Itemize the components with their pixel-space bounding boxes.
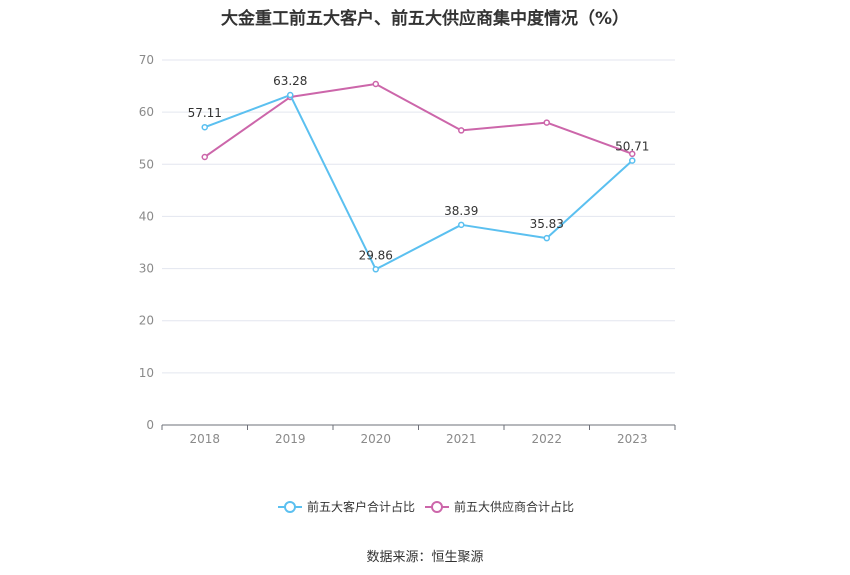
data-point <box>543 234 550 242</box>
y-tick-label: 20 <box>139 314 154 328</box>
data-point <box>543 119 550 126</box>
y-tick-label: 50 <box>139 157 154 171</box>
legend-item: 前五大客户合计占比 <box>278 499 415 514</box>
data-point <box>287 91 294 99</box>
data-label: 35.83 <box>530 217 564 231</box>
data-point <box>629 150 636 158</box>
data-point <box>458 127 465 134</box>
y-tick-label: 0 <box>146 418 154 432</box>
x-tick-label: 2021 <box>446 432 477 446</box>
series-line <box>204 82 633 158</box>
data-label: 29.86 <box>359 248 393 262</box>
y-tick-label: 60 <box>139 105 154 119</box>
x-tick-label: 2023 <box>617 432 648 446</box>
data-label: 57.11 <box>188 106 222 120</box>
data-point <box>372 266 379 273</box>
x-tick-label: 2018 <box>189 432 220 446</box>
legend-marker <box>284 501 296 513</box>
legend-label: 前五大供应商合计占比 <box>454 499 574 514</box>
y-tick-label: 30 <box>139 262 154 276</box>
legend-marker <box>431 501 443 513</box>
legend-item: 前五大供应商合计占比 <box>425 499 574 514</box>
y-tick-label: 70 <box>139 53 154 67</box>
x-tick-label: 2020 <box>360 432 391 446</box>
data-label: 38.39 <box>444 204 478 218</box>
series-line <box>204 94 633 271</box>
y-tick-label: 40 <box>139 209 154 223</box>
y-tick-label: 10 <box>139 366 154 380</box>
chart-title: 大金重工前五大客户、前五大供应商集中度情况（%） <box>220 9 630 29</box>
data-point <box>201 123 208 131</box>
data-point <box>372 80 379 88</box>
data-point <box>629 157 636 164</box>
data-label: 63.28 <box>273 74 307 88</box>
x-tick-label: 2022 <box>531 432 562 446</box>
x-tick-label: 2019 <box>275 432 306 446</box>
legend-label: 前五大客户合计占比 <box>307 499 415 514</box>
data-point <box>458 221 465 229</box>
data-source: 数据来源：恒生聚源 <box>366 550 484 565</box>
data-point <box>201 153 208 161</box>
data-label: 50.71 <box>615 140 649 154</box>
